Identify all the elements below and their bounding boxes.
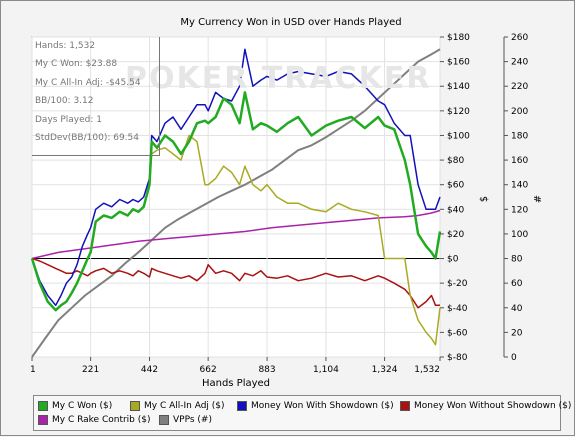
- stat-days: Days Played: 1: [35, 114, 102, 125]
- legend-swatch-vpp: [159, 415, 169, 425]
- legend-item-allin: My C All-In Adj ($): [130, 401, 225, 411]
- legend-item-vpp: VPPs (#): [159, 415, 212, 425]
- series-line-4: [31, 209, 441, 260]
- series-line-2: [31, 48, 441, 307]
- legend-swatch-rake: [38, 415, 48, 425]
- series-line-0: [30, 91, 442, 312]
- dollar-tick-label: $140: [447, 82, 470, 92]
- dollar-tick-label: $-40: [447, 304, 468, 314]
- count-tick-label: 220: [511, 82, 528, 92]
- x-tick-label: 1: [30, 365, 36, 375]
- legend: My C Won ($) My C All-In Adj ($) Money W…: [33, 395, 571, 431]
- chart-title: My Currency Won in USD over Hands Played: [180, 17, 401, 28]
- x-tick-label: 1,324: [372, 365, 398, 375]
- count-tick-label: 60: [511, 279, 523, 289]
- grid-lines: [31, 36, 441, 358]
- dollar-tick-label: $60: [447, 181, 464, 191]
- pokertracker-watermark: POKER TRACKER: [125, 61, 432, 96]
- count-tick-label: 120: [511, 205, 528, 215]
- x-tick-label: 1,532: [414, 365, 440, 375]
- axes: $180$160$140$120$100$80$60$40$20$0$-20$-…: [30, 33, 528, 375]
- dollar-tick-label: $160: [447, 58, 470, 68]
- legend-label-rake: My C Rake Contrib ($): [52, 415, 151, 425]
- count-tick-label: 0: [511, 353, 517, 363]
- plot-area: [31, 36, 441, 358]
- count-tick-label: 80: [511, 255, 523, 265]
- dollar-tick-label: $-80: [447, 353, 468, 363]
- x-tick-label: 442: [141, 365, 158, 375]
- count-tick-label: 180: [511, 131, 528, 141]
- legend-swatch-no-showdown: [400, 401, 410, 411]
- legend-label-no-showdown: Money Won Without Showdown ($): [414, 401, 572, 411]
- legend-label-vpp: VPPs (#): [173, 415, 212, 425]
- legend-swatch-showdown: [237, 401, 247, 411]
- legend-item-won: My C Won ($): [38, 401, 112, 411]
- legend-item-rake: My C Rake Contrib ($): [38, 415, 151, 425]
- stats-box: Hands: 1,532 My C Won: $23.88 My C All-I…: [32, 37, 160, 156]
- dollar-tick-label: $0: [447, 255, 459, 265]
- series-line-3: [31, 257, 440, 309]
- stat-allin-adj: My C All-In Adj: -$45.54: [35, 77, 141, 88]
- x-tick-label: 221: [82, 365, 99, 375]
- legend-swatch-allin: [130, 401, 140, 411]
- dollar-tick-label: $-20: [447, 279, 468, 289]
- count-tick-label: 100: [511, 230, 528, 240]
- count-tick-label: 240: [511, 58, 528, 68]
- series-layer: [30, 48, 442, 358]
- x-axis-label: Hands Played: [202, 378, 270, 389]
- count-tick-label: 140: [511, 181, 528, 191]
- dollar-tick-label: $180: [447, 33, 470, 43]
- count-tick-label: 200: [511, 107, 528, 117]
- legend-item-no-showdown: Money Won Without Showdown ($): [400, 401, 571, 411]
- dollar-tick-label: $80: [447, 156, 464, 166]
- count-tick-label: 20: [511, 328, 523, 338]
- legend-label-won: My C Won ($): [52, 401, 113, 411]
- dollar-tick-label: $120: [447, 107, 470, 117]
- dollar-tick-label: $20: [447, 230, 464, 240]
- count-tick-label: 160: [511, 156, 528, 166]
- x-tick-label: 1,104: [313, 365, 339, 375]
- count-axis-label: #: [533, 195, 544, 203]
- stat-bb100: BB/100: 3.12: [35, 96, 94, 107]
- stat-hands: Hands: 1,532: [35, 41, 96, 51]
- dollar-tick-label: $40: [447, 205, 464, 215]
- x-tick-label: 883: [258, 365, 275, 375]
- legend-label-showdown: Money Won With Showdown ($): [251, 401, 394, 411]
- x-tick-label: 662: [200, 365, 217, 375]
- legend-item-showdown: Money Won With Showdown ($): [237, 401, 394, 411]
- dollar-axis-label: $: [479, 196, 490, 202]
- stat-stddev: StdDev(BB/100): 69.54: [35, 133, 139, 144]
- stat-won: My C Won: $23.88: [35, 59, 118, 70]
- count-tick-label: 260: [511, 33, 528, 43]
- dollar-tick-label: $100: [447, 131, 470, 141]
- series-line-5: [31, 48, 441, 358]
- legend-swatch-won: [38, 401, 48, 411]
- dollar-tick-label: $-60: [447, 328, 468, 338]
- count-tick-label: 40: [511, 304, 523, 314]
- legend-label-allin: My C All-In Adj ($): [144, 401, 225, 411]
